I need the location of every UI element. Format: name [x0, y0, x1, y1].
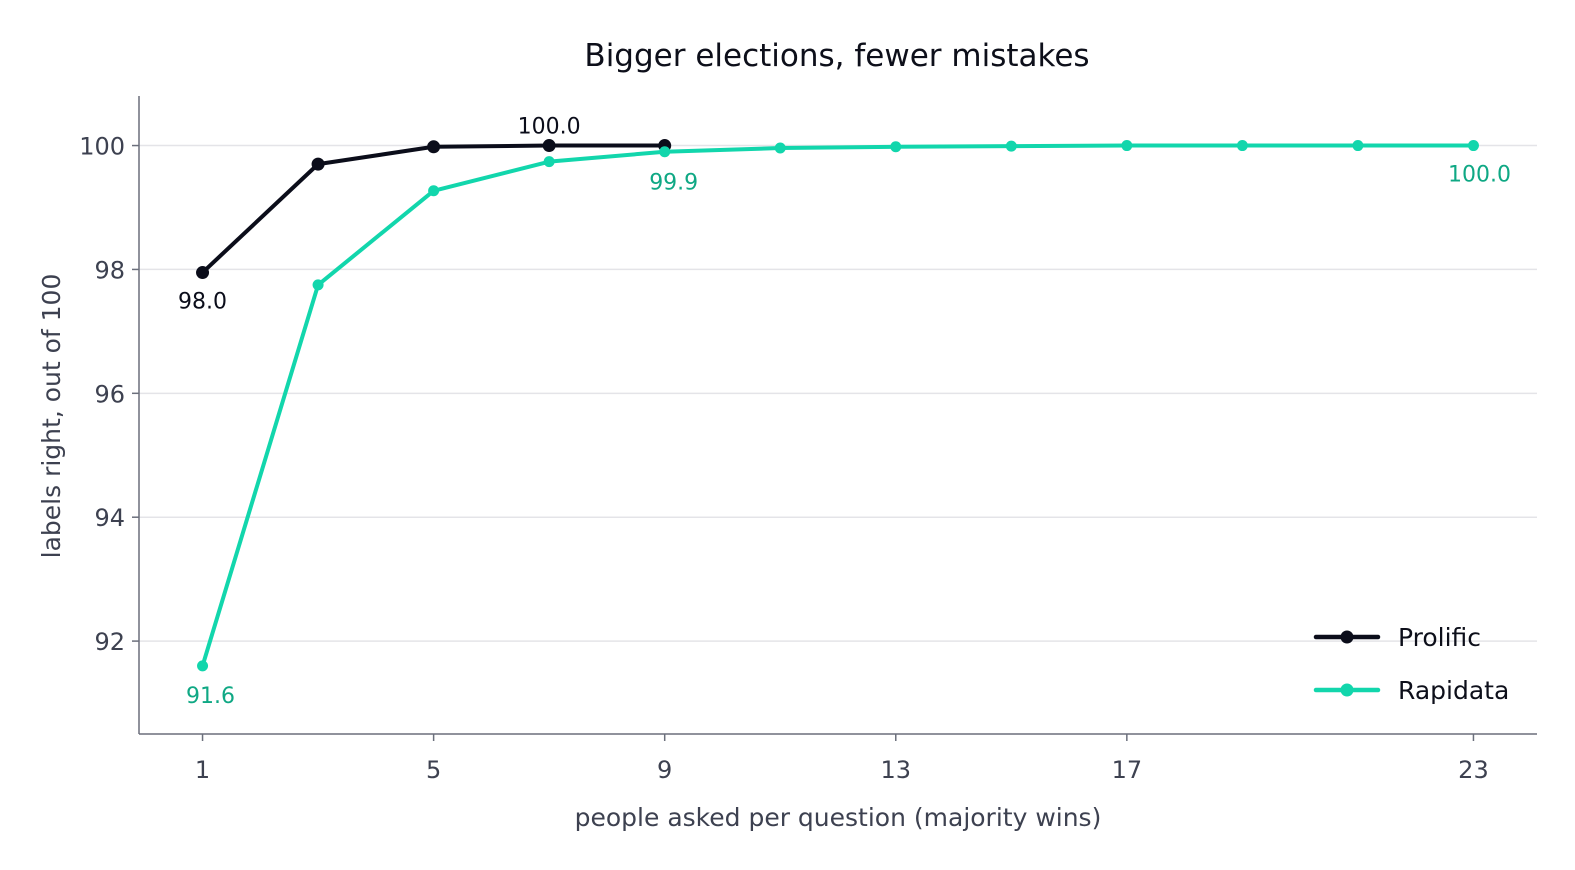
series-rapidata — [197, 140, 1479, 672]
data-point — [659, 146, 671, 158]
y-tick-label: 96 — [94, 380, 125, 408]
data-label: 99.9 — [649, 171, 698, 196]
data-label: 98.0 — [178, 290, 227, 315]
y-axis-label: labels right, out of 100 — [37, 274, 66, 559]
data-point — [1352, 140, 1364, 152]
y-tick-label: 98 — [94, 256, 125, 284]
data-point — [312, 279, 324, 291]
x-axis-label: people asked per question (majority wins… — [575, 803, 1102, 832]
x-tick-label: 17 — [1112, 756, 1143, 784]
data-point — [1467, 140, 1479, 152]
legend-swatch-marker — [1340, 630, 1354, 644]
y-tick-label: 94 — [94, 504, 125, 532]
data-point — [1005, 140, 1017, 152]
series-line — [200, 143, 667, 275]
legend-item-prolific: Prolific — [1313, 623, 1481, 652]
series-prolific — [196, 139, 672, 280]
chart-title: Bigger elections, fewer mistakes — [584, 38, 1089, 74]
data-point — [197, 660, 209, 672]
series-layer — [196, 139, 1479, 672]
data-point — [890, 141, 902, 153]
gridlines — [139, 144, 1537, 642]
data-point — [427, 140, 441, 154]
y-ticks: 92 94 96 98 100 — [79, 133, 139, 656]
data-point — [542, 139, 556, 153]
legend-label: Rapidata — [1398, 676, 1509, 705]
data-label: 100.0 — [518, 115, 581, 140]
legend-item-rapidata: Rapidata — [1313, 676, 1509, 705]
series-line — [200, 143, 1476, 668]
data-point — [311, 157, 325, 171]
y-tick-label: 92 — [94, 628, 125, 656]
data-point — [774, 142, 786, 154]
x-tick-label: 1 — [195, 756, 210, 784]
data-point — [1236, 140, 1248, 152]
data-point — [428, 185, 440, 197]
legend-swatch-marker — [1340, 683, 1354, 697]
y-tick-label: 100 — [79, 133, 125, 161]
data-point — [1121, 140, 1133, 152]
data-label: 100.0 — [1448, 163, 1511, 188]
data-labels: 98.0 100.0 91.6 99.9 100.0 — [178, 115, 1511, 709]
x-tick-label: 9 — [657, 756, 672, 784]
x-ticks: 1 5 9 13 17 23 — [195, 734, 1489, 784]
data-point — [543, 156, 555, 168]
x-tick-label: 5 — [426, 756, 441, 784]
data-point — [196, 266, 210, 280]
data-label: 91.6 — [186, 684, 235, 709]
axes — [138, 96, 1537, 735]
x-tick-label: 23 — [1458, 756, 1489, 784]
legend: Prolific Rapidata — [1313, 623, 1509, 705]
legend-label: Prolific — [1398, 623, 1481, 652]
x-tick-label: 13 — [880, 756, 911, 784]
